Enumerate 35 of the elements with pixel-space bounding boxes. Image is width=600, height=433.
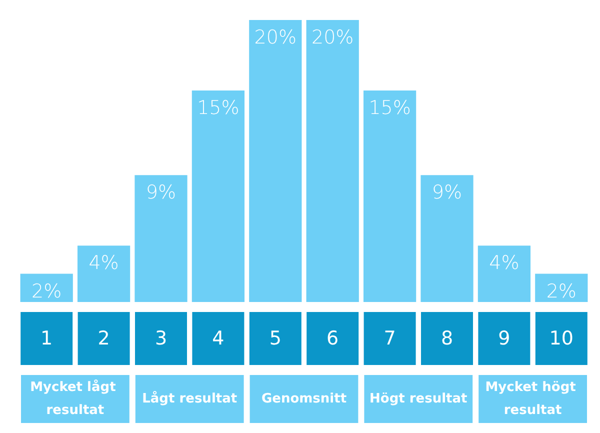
bar xyxy=(535,274,588,302)
bar xyxy=(363,90,416,302)
x-tick-label: 8 xyxy=(440,328,454,350)
bar xyxy=(134,175,188,302)
bar xyxy=(77,246,130,302)
x-tick-label: 5 xyxy=(269,328,282,350)
x-tick-label: 6 xyxy=(326,328,339,350)
text: Mycket lågt resultat xyxy=(30,379,120,418)
data-label: 4% xyxy=(88,252,119,274)
data-label: 20% xyxy=(254,26,297,48)
text: Mycket högt resultat xyxy=(485,380,580,418)
x-tick-label: 9 xyxy=(498,328,510,350)
bar xyxy=(20,274,73,302)
data-label: 15% xyxy=(197,97,240,119)
text: Genomsnitt xyxy=(261,392,347,406)
data-label: 9% xyxy=(432,182,462,204)
bar xyxy=(420,175,474,302)
bar xyxy=(192,90,245,302)
text: Lågt resultat xyxy=(142,390,238,406)
bar xyxy=(478,246,531,302)
bar xyxy=(306,20,359,302)
bar xyxy=(249,20,302,302)
x-tick-label: 7 xyxy=(384,328,396,350)
data-label: 2% xyxy=(546,280,576,302)
x-tick-label: 4 xyxy=(212,328,224,350)
data-label: 2% xyxy=(32,280,62,302)
data-label: 4% xyxy=(489,252,520,274)
data-label: 9% xyxy=(146,182,176,204)
x-tick-label: 3 xyxy=(154,328,168,350)
data-label: 15% xyxy=(368,97,411,119)
x-tick-label: 10 xyxy=(549,328,574,350)
text: Högt resultat xyxy=(370,392,468,406)
data-label: 20% xyxy=(311,26,354,48)
x-tick-label: 1 xyxy=(40,328,53,350)
x-tick-label: 2 xyxy=(98,328,110,350)
